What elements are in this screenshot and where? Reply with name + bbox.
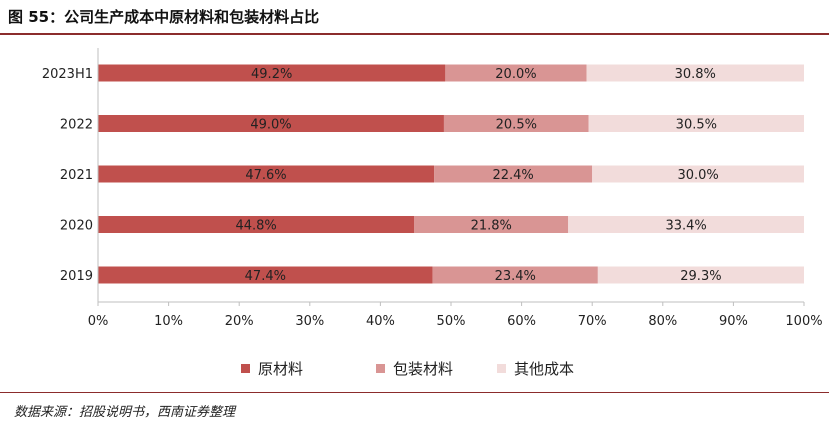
- stacked-bar-chart: 49.2% 20.0% 30.8% 49.0% 20.5% 30.5% 47.6% 22.4%…: [42, 48, 823, 329]
- legend-item: 原材料: [241, 358, 303, 379]
- x-tick-label: 60%: [507, 314, 536, 329]
- x-axis: 0% 10% 20% 30% 40% 50% 60% 70% 80% 90% 100%: [88, 301, 823, 329]
- data-label: 49.0%: [250, 118, 291, 133]
- bar-segment: [98, 266, 433, 284]
- y-axis: 2023H1 2022 2021 2020 2019: [42, 48, 99, 302]
- category-label: 2019: [60, 269, 93, 284]
- x-tick-label: 70%: [578, 314, 607, 329]
- bar-segment: [568, 216, 804, 233]
- legend-item: 包装材料: [376, 358, 453, 379]
- bar-segment: [434, 165, 593, 183]
- bar-segment: [445, 64, 587, 82]
- data-label: 30.8%: [675, 67, 716, 82]
- chart-title: 图 55：公司生产成本中原材料和包装材料占比: [8, 8, 320, 26]
- data-label: 20.0%: [495, 67, 536, 82]
- data-label: 29.3%: [680, 269, 721, 284]
- x-tick-label: 90%: [719, 314, 748, 329]
- bar-segment: [592, 165, 804, 183]
- x-tick-label: 50%: [437, 314, 466, 329]
- x-tick-label: 80%: [648, 314, 677, 329]
- data-label: 20.5%: [496, 118, 537, 133]
- data-label: 30.0%: [677, 168, 718, 183]
- category-label: 2020: [60, 219, 93, 234]
- bar-segment: [597, 266, 804, 284]
- bar-segment: [414, 216, 569, 233]
- source-note: 数据来源：招股说明书，西南证券整理: [14, 405, 236, 420]
- data-label: 47.4%: [245, 269, 286, 284]
- data-label: 23.4%: [495, 269, 536, 284]
- data-label: 21.8%: [471, 219, 512, 234]
- bar-segment: [588, 115, 804, 132]
- data-label: 22.4%: [492, 168, 533, 183]
- data-label: 33.4%: [665, 219, 706, 234]
- legend-label: 原材料: [258, 360, 304, 378]
- bar-segment: [586, 64, 804, 82]
- x-tick-label: 30%: [295, 314, 324, 329]
- legend-item: 其他成本: [497, 358, 574, 379]
- legend-swatch: [376, 364, 385, 373]
- legend-label: 其他成本: [514, 360, 575, 378]
- x-tick-label: 40%: [366, 314, 395, 329]
- category-label: 2023H1: [42, 67, 93, 82]
- bar-segment: [443, 115, 589, 132]
- category-label: 2021: [60, 168, 93, 183]
- legend: 原材料 包装材料 其他成本: [0, 358, 829, 378]
- footer-rule: [0, 392, 829, 393]
- title-rule: [0, 33, 829, 35]
- bar-segment: [98, 115, 444, 132]
- bar-segment: [98, 216, 415, 233]
- bar-segment: [432, 266, 598, 284]
- x-tick-label: 20%: [225, 314, 254, 329]
- data-label: 44.8%: [235, 219, 276, 234]
- data-label: 49.2%: [251, 67, 292, 82]
- bar-segment: [98, 165, 435, 183]
- legend-swatch: [241, 364, 250, 373]
- bar-segment: [98, 64, 446, 82]
- bars-group: 49.2% 20.0% 30.8% 49.0% 20.5% 30.5% 47.6% 22.4%…: [98, 64, 804, 284]
- legend-swatch: [497, 364, 506, 373]
- x-tick-label: 0%: [88, 314, 109, 329]
- category-label: 2022: [60, 118, 93, 133]
- x-tick-label: 10%: [154, 314, 183, 329]
- x-tick-label: 100%: [785, 314, 822, 329]
- legend-label: 包装材料: [393, 360, 454, 378]
- data-label: 30.5%: [676, 118, 717, 133]
- data-label: 47.6%: [245, 168, 286, 183]
